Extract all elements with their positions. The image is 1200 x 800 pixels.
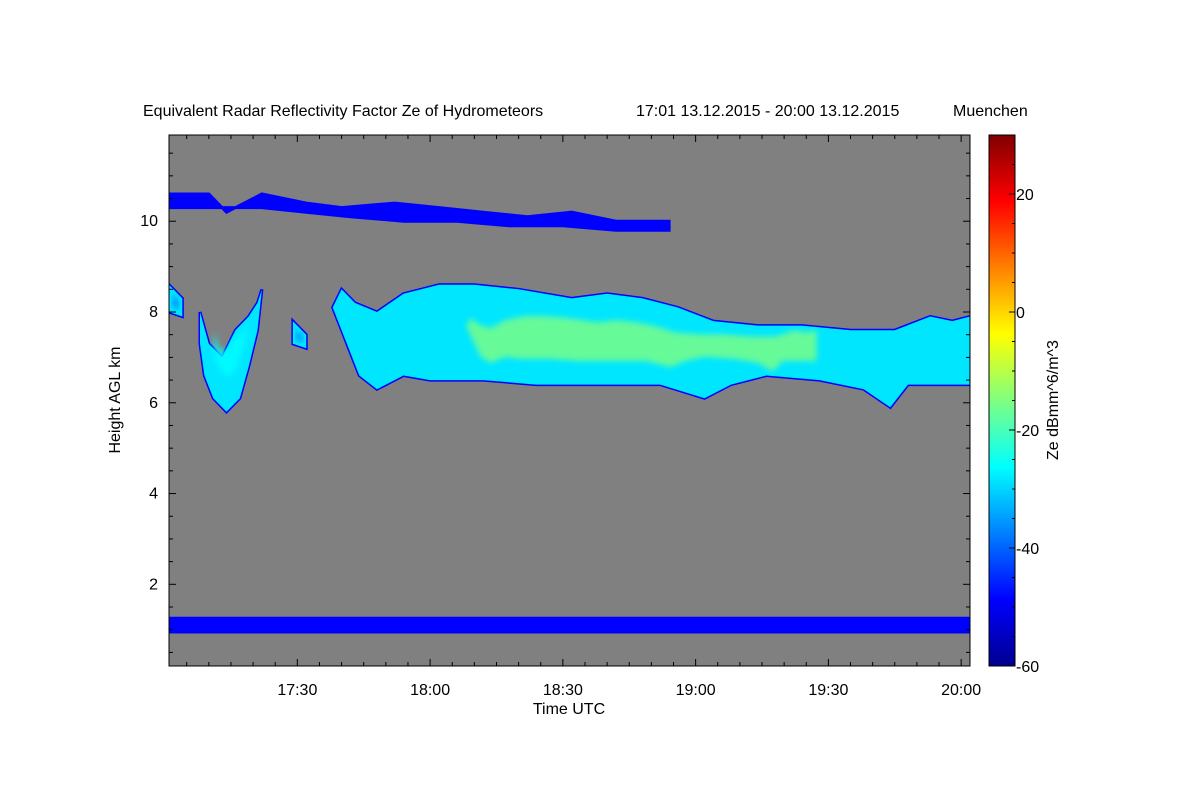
- colorbar: [988, 134, 1016, 667]
- echo-2: [291, 317, 308, 351]
- echo-4: [169, 192, 671, 232]
- echo-peak: [213, 321, 248, 377]
- x-tick-label: 18:00: [410, 682, 450, 699]
- echo-peak: [172, 294, 180, 310]
- echo-0: [198, 288, 264, 414]
- x-tick-label: 19:00: [676, 682, 716, 699]
- echo-rim: [169, 616, 970, 634]
- y-axis-label: Height AGL km: [107, 346, 124, 453]
- echo-peak: [466, 316, 817, 372]
- y-axis: 2 4 6 8 10: [140, 152, 970, 653]
- chart-time-range: 17:01 13.12.2015 - 20:00 13.12.2015: [636, 103, 899, 120]
- echo-5: [169, 616, 970, 634]
- colorbar-label: Ze dBmm^6/m^3: [1045, 340, 1062, 460]
- chart-title: Equivalent Radar Reflectivity Factor Ze …: [143, 103, 543, 120]
- x-tick-label: 19:30: [808, 682, 848, 699]
- echo-rim: [169, 192, 671, 232]
- y-tick-label: 6: [149, 395, 158, 412]
- y-tick-label: 10: [140, 213, 158, 230]
- x-tick-label: 20:00: [941, 682, 981, 699]
- plot-frame: [168, 134, 971, 667]
- chart-location: Muenchen: [953, 103, 1028, 120]
- y-tick-label: 4: [149, 486, 158, 503]
- y-tick-label: 2: [149, 576, 158, 593]
- x-axis-label: Time UTC: [533, 701, 605, 718]
- colorbar-tick-label: -60: [1016, 659, 1039, 676]
- echo-3: [331, 283, 970, 410]
- y-tick-label: 8: [149, 304, 158, 321]
- echo-layer: [169, 192, 970, 634]
- colorbar-tick-label: 20: [1016, 187, 1034, 204]
- x-axis: 17:30 18:00 18:30 19:00 19:30 20:00: [186, 135, 981, 699]
- echo-1: [169, 282, 184, 319]
- colorbar-ticks: -60 -40 -20 0 20: [1009, 134, 1039, 676]
- colorbar-tick-label: 0: [1016, 305, 1025, 322]
- x-tick-label: 18:30: [543, 682, 583, 699]
- colorbar-tick-label: -20: [1016, 423, 1039, 440]
- echo-peak: [295, 329, 304, 343]
- colorbar-tick-label: -40: [1016, 541, 1039, 558]
- x-tick-label: 17:30: [277, 682, 317, 699]
